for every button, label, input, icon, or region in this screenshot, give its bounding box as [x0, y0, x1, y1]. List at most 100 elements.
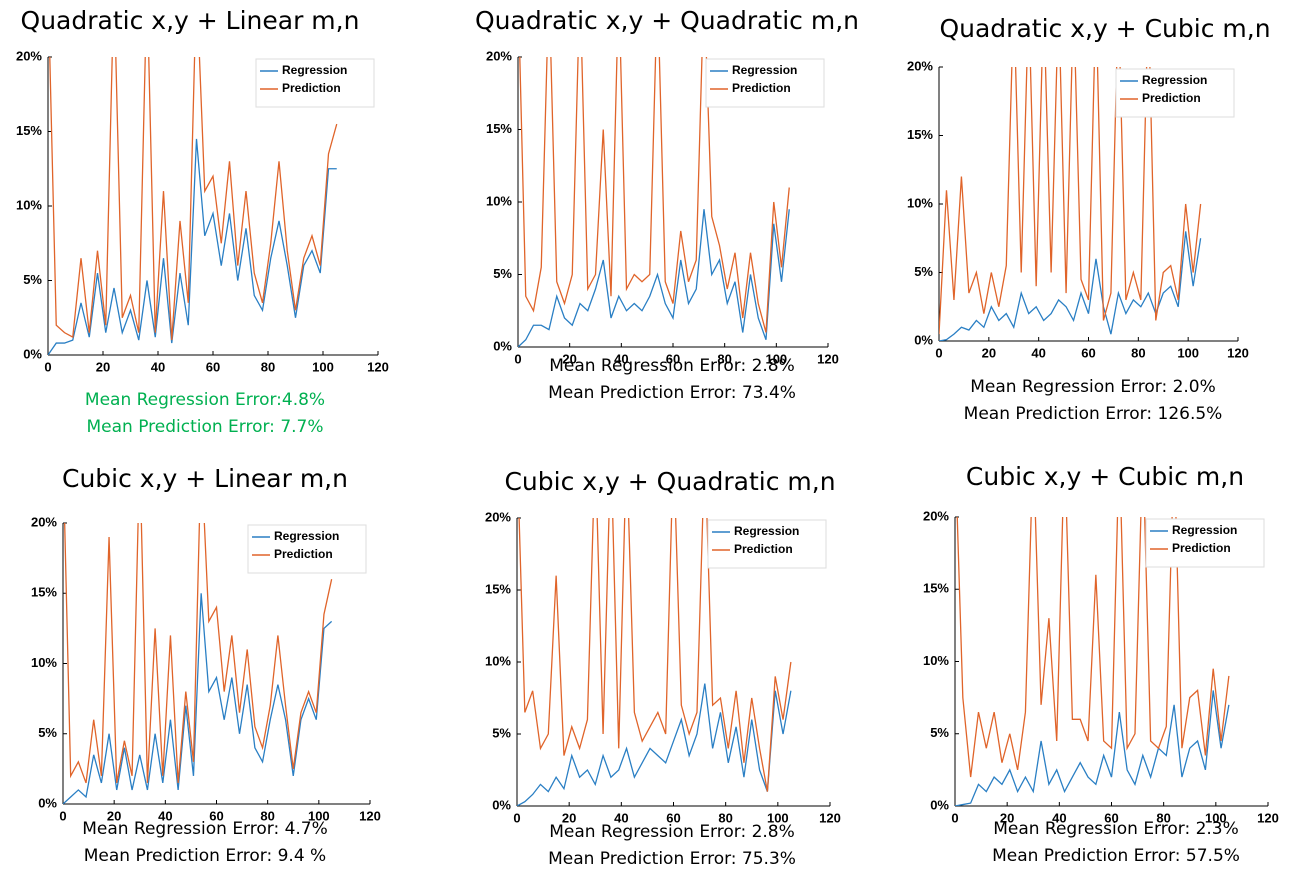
legend-label: Regression — [734, 524, 799, 538]
chart-title: Cubic x,y + Cubic m,n — [966, 462, 1244, 491]
legend-label: Prediction — [732, 81, 791, 95]
legend-label: Prediction — [1172, 541, 1231, 555]
chart-title: Cubic x,y + Quadratic m,n — [504, 467, 835, 496]
line-series — [955, 690, 1230, 806]
y-tick-label: 20% — [923, 508, 949, 523]
legend-box — [255, 58, 375, 108]
x-tick-label: 60 — [206, 359, 220, 374]
y-tick-label: 5% — [492, 725, 511, 740]
y-tick-label: 5% — [38, 725, 57, 740]
x-tick-label: 40 — [151, 359, 165, 374]
x-tick-label: 100 — [1177, 345, 1199, 360]
y-tick-label: 10% — [31, 655, 57, 670]
y-tick-label: 0% — [492, 797, 511, 812]
y-tick-label: 20% — [485, 509, 511, 524]
legend-box — [707, 519, 827, 569]
x-tick-label: 0 — [935, 345, 942, 360]
legend-label: Regression — [274, 529, 339, 543]
y-tick-label: 10% — [16, 197, 42, 212]
legend-box — [1115, 68, 1235, 118]
x-tick-label: 0 — [951, 810, 958, 825]
x-tick-label: 60 — [666, 810, 680, 825]
x-tick-label: 60 — [1081, 345, 1095, 360]
x-tick-label: 80 — [717, 351, 731, 366]
lines — [955, 517, 1230, 806]
chart: Quadratic x,y + Cubic m,n 0% 5% 10% 15% 20% 0 2… — [907, 14, 1271, 424]
legend-label: Regression — [282, 63, 347, 77]
annotation: Mean Regression Error: 2.0% — [970, 377, 1216, 397]
x-tick-label: 100 — [1205, 810, 1227, 825]
line-series — [519, 57, 790, 333]
legend-label: Prediction — [734, 542, 793, 556]
y-tick-label: 20% — [16, 48, 42, 63]
x-tick-label: 0 — [513, 810, 520, 825]
y-tick-label: 0% — [38, 795, 57, 810]
x-tick-label: 60 — [209, 808, 223, 823]
x-tick-label: 80 — [718, 810, 732, 825]
y-tick-label: 0% — [23, 346, 42, 361]
annotation: Mean Regression Error:4.8% — [85, 390, 325, 410]
x-tick-label: 40 — [614, 810, 628, 825]
annotation: Mean Prediction Error: 75.3% — [548, 849, 796, 869]
x-tick-label: 40 — [158, 808, 172, 823]
chart-title: Quadratic x,y + Quadratic m,n — [475, 6, 859, 35]
y-tick-label: 10% — [907, 195, 933, 210]
x-tick-label: 100 — [308, 808, 330, 823]
x-tick-label: 20 — [982, 345, 996, 360]
x-tick-label: 40 — [614, 351, 628, 366]
x-tick-label: 120 — [817, 351, 839, 366]
annotation: Mean Regression Error: 2.8% — [549, 356, 795, 376]
x-tick-label: 120 — [1227, 345, 1249, 360]
line-series — [48, 138, 337, 355]
chart: Quadratic x,y + Quadratic m,n 0% 5% 10% 15% 2… — [475, 6, 859, 403]
annotation: Mean Prediction Error: 126.5% — [964, 404, 1223, 424]
x-tick-label: 60 — [666, 351, 680, 366]
legend-label: Prediction — [1142, 91, 1201, 105]
legend-label: Prediction — [274, 547, 333, 561]
line-series — [517, 683, 792, 806]
y-tick-label: 0% — [930, 797, 949, 812]
y-tick-label: 15% — [907, 127, 933, 142]
annotation: Mean Regression Error: 2.3% — [993, 819, 1239, 839]
x-tick-label: 100 — [312, 359, 334, 374]
x-tick-label: 0 — [44, 359, 51, 374]
x-tick-label: 80 — [261, 359, 275, 374]
y-tick-label: 5% — [930, 725, 949, 740]
legend-label: Regression — [732, 63, 797, 77]
line-series — [64, 523, 333, 784]
chart: Cubic x,y + Linear m,n 0% 5% 10% 15% 20% 0 20 40… — [31, 464, 381, 866]
x-tick-label: 20 — [562, 351, 576, 366]
y-tick-label: 10% — [923, 653, 949, 668]
line-series — [49, 57, 338, 341]
legend-label: Regression — [1172, 523, 1237, 537]
annotation: Mean Prediction Error: 57.5% — [992, 846, 1240, 866]
lines — [517, 518, 792, 806]
line-series — [956, 517, 1230, 778]
annotation: Mean Regression Error: 2.8% — [549, 822, 795, 842]
legend-box — [705, 58, 825, 108]
y-tick-label: 20% — [31, 514, 57, 529]
x-tick-label: 120 — [819, 810, 841, 825]
x-tick-label: 20 — [562, 810, 576, 825]
y-tick-label: 15% — [485, 581, 511, 596]
y-tick-label: 15% — [31, 585, 57, 600]
x-tick-label: 80 — [1131, 345, 1145, 360]
lines — [48, 57, 338, 355]
y-tick-label: 5% — [493, 266, 512, 281]
line-series — [518, 209, 790, 347]
line-series — [939, 67, 1202, 335]
legend-box — [247, 524, 367, 574]
x-tick-label: 20 — [96, 359, 110, 374]
x-tick-label: 120 — [359, 808, 381, 823]
legend-label: Prediction — [282, 81, 341, 95]
y-tick-label: 10% — [485, 653, 511, 668]
x-tick-label: 40 — [1052, 810, 1066, 825]
lines — [939, 67, 1202, 341]
y-tick-label: 15% — [486, 121, 512, 136]
annotation: Mean Prediction Error: 7.7% — [86, 417, 323, 437]
annotation: Mean Prediction Error: 9.4 % — [84, 846, 326, 866]
x-tick-label: 40 — [1031, 345, 1045, 360]
y-tick-label: 0% — [493, 338, 512, 353]
line-series — [63, 593, 333, 804]
